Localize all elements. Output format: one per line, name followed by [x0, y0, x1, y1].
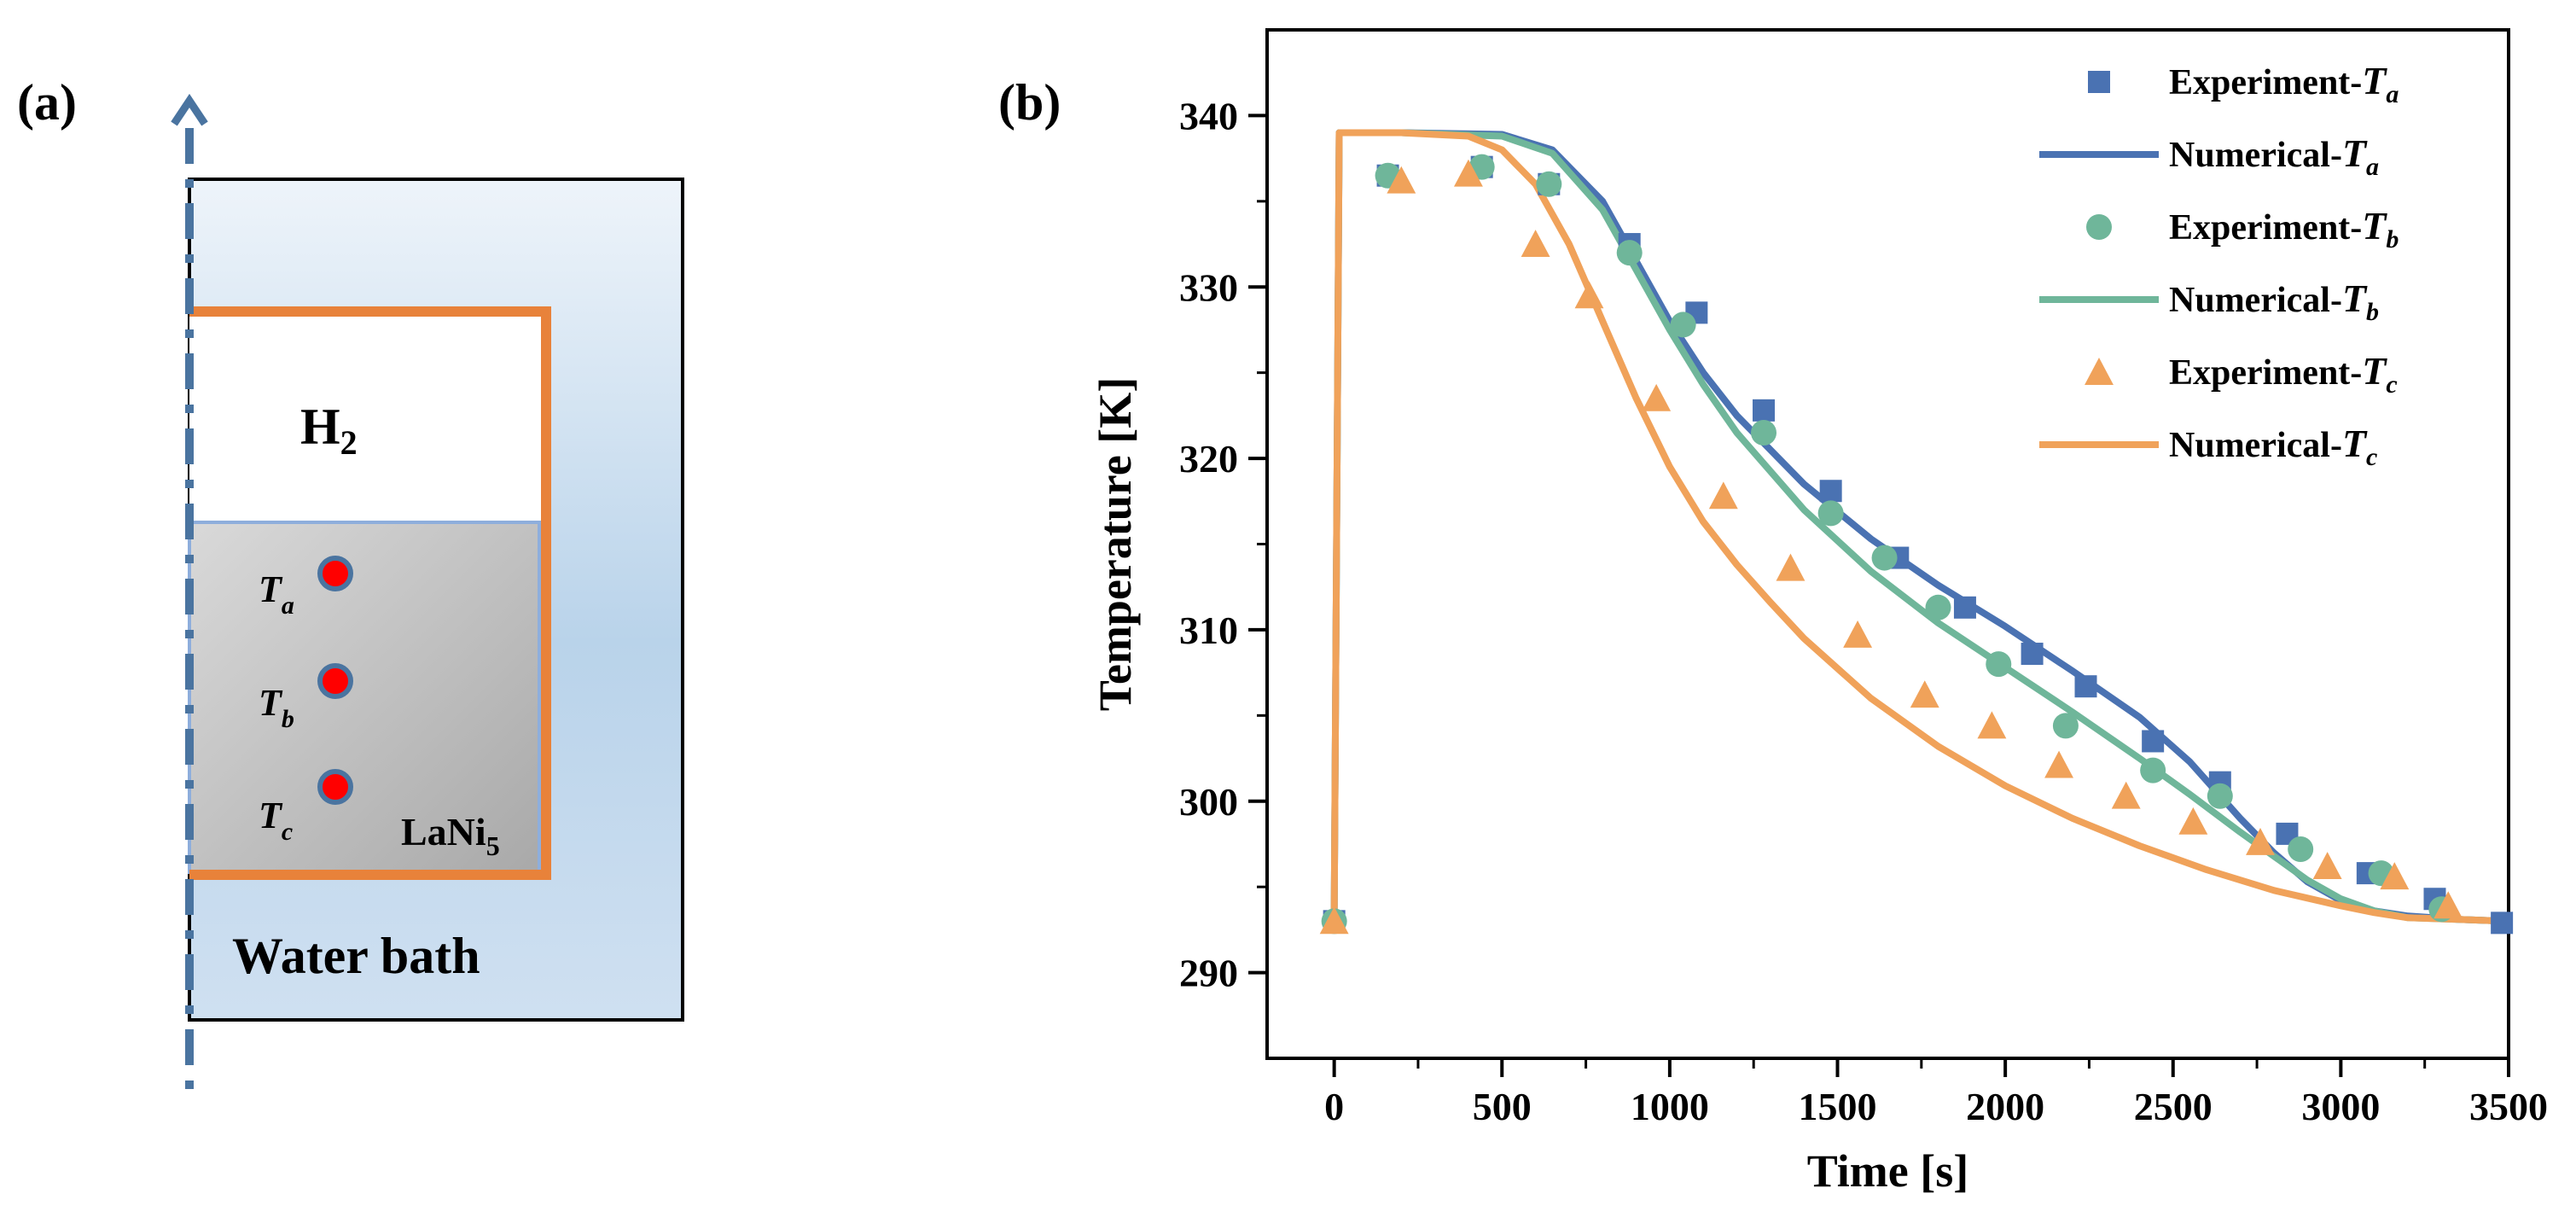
data-point-c	[1387, 166, 1416, 194]
legend-label-a: Experiment-Ta	[2169, 59, 2399, 108]
data-point-b	[1986, 651, 2012, 678]
x-tick-label: 500	[1473, 1085, 1532, 1128]
reactor-wall	[189, 306, 551, 880]
data-point-c	[2111, 781, 2141, 809]
legend-label-c: Experiment-Tc	[2169, 349, 2398, 399]
panel-a: (a) H2 Ta Tb Tc LaNi5 Water bath	[17, 74, 684, 1101]
data-point-b	[1616, 240, 1643, 266]
water-bath-label: Water bath	[232, 928, 480, 984]
data-point-c	[2178, 807, 2208, 835]
y-tick-label: 320	[1179, 437, 1238, 481]
data-point-c	[1843, 620, 1873, 648]
y-tick-label: 300	[1179, 780, 1238, 824]
data-point-b	[1925, 594, 1951, 620]
legend-label-b: Experiment-Tb	[2169, 204, 2399, 253]
data-point-b	[2288, 836, 2314, 862]
alloy-label: LaNi5	[401, 810, 500, 861]
lani5-bed	[188, 521, 541, 874]
data-point-a	[2142, 730, 2165, 753]
sensor-dot	[317, 556, 353, 591]
data-point-a	[1753, 399, 1775, 422]
data-point-c	[1642, 383, 1672, 411]
y-tick-label: 310	[1179, 609, 1238, 652]
data-point-a	[2021, 643, 2044, 666]
data-point-c	[1453, 159, 1483, 187]
data-point-c	[2246, 828, 2275, 855]
x-tick-label: 3500	[2469, 1085, 2548, 1128]
data-point-a	[1953, 596, 1976, 619]
panel-b: (b) 0 500 1000 1500 2000 2500 3000 3500 290 300 31…	[998, 28, 2548, 1197]
x-tick-label: 1500	[1799, 1085, 1877, 1128]
series-line-c	[1330, 129, 2509, 925]
sensor-c: Tc	[259, 769, 353, 846]
data-point-c	[2434, 891, 2463, 919]
y-tick-label: 330	[1179, 265, 1238, 309]
legend-label-c: Numerical-Tc	[2169, 422, 2377, 471]
x-tick-label: 1000	[1631, 1085, 1709, 1128]
sensor-a: Ta	[259, 556, 353, 620]
panel-a-label: (a)	[17, 74, 77, 131]
x-tick-label: 0	[1324, 1085, 1344, 1128]
hydrogen-label: H2	[300, 399, 358, 462]
x-tick-label: 3000	[2301, 1085, 2380, 1128]
sensor-dot	[317, 663, 353, 699]
x-tick-label: 2500	[2134, 1085, 2213, 1128]
data-point-b	[1536, 171, 1562, 197]
data-point-c	[1521, 230, 1550, 257]
sensor-c-label: Tc	[259, 795, 293, 846]
data-point-c	[2380, 862, 2410, 890]
legend-label-a: Numerical-Ta	[2169, 131, 2379, 181]
x-tick-label: 2000	[1966, 1085, 2044, 1128]
data-point-b	[1871, 545, 1898, 571]
series-line-b	[1330, 129, 2509, 925]
data-point-a	[2491, 912, 2514, 935]
x-axis-label: Time [s]	[1807, 1145, 1968, 1197]
data-point-c	[2044, 750, 2074, 778]
legend-marker-a	[2088, 71, 2110, 93]
panel-b-label: (b)	[998, 74, 1061, 131]
data-point-c	[2312, 852, 2342, 880]
y-tick-label: 290	[1179, 952, 1238, 995]
legend-label-b: Numerical-Tb	[2169, 277, 2379, 326]
data-point-c	[1574, 281, 1604, 309]
axis-arrow-icon	[171, 93, 208, 126]
y-tick-label: 340	[1179, 94, 1238, 137]
sensor-b: Tb	[259, 663, 353, 733]
y-axis-label: Temperature [K]	[1090, 377, 1141, 711]
data-point-c	[1708, 481, 1738, 510]
data-point-b	[2052, 713, 2079, 739]
data-point-b	[1817, 500, 1844, 527]
sensor-b-label: Tb	[259, 682, 294, 733]
data-point-c	[1910, 680, 1939, 708]
chart: 0 500 1000 1500 2000 2500 3000 3500 290 300 310 320…	[1090, 28, 2548, 1197]
data-point-c	[1319, 906, 1349, 935]
sensor-a-label: Ta	[259, 568, 294, 620]
sensor-dot	[317, 769, 353, 805]
data-point-b	[1751, 419, 1776, 446]
data-point-b	[2207, 783, 2233, 809]
data-point-c	[1776, 553, 1806, 581]
legend-marker-b	[2086, 214, 2112, 240]
data-point-a	[2074, 675, 2097, 698]
data-point-c	[1977, 711, 2007, 739]
data-point-b	[1670, 312, 1696, 338]
legend-marker-c	[2085, 358, 2114, 385]
data-point-a	[1819, 480, 1842, 503]
series-line-a	[1330, 129, 2509, 925]
data-point-b	[2140, 757, 2166, 783]
